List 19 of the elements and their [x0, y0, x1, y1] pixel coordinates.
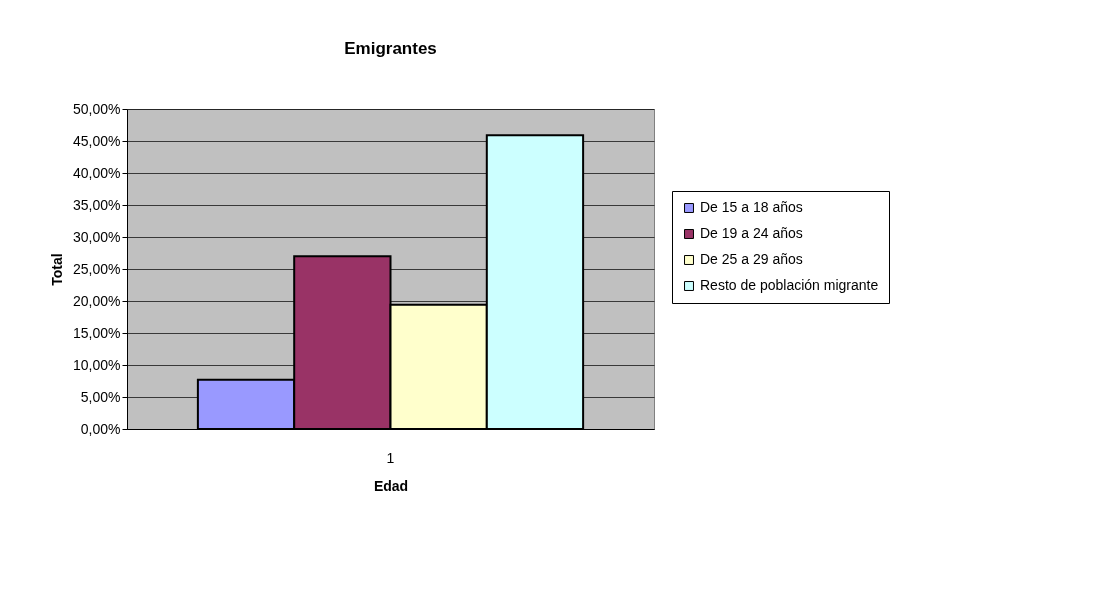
y-tick-label: 30,00%	[73, 228, 121, 245]
legend-label: De 19 a 24 años	[700, 225, 803, 241]
legend-label: Resto de población migrante	[700, 277, 879, 293]
y-tick-label: 40,00%	[73, 164, 121, 181]
y-tick-label: 50,00%	[73, 100, 121, 117]
y-tick-label: 45,00%	[73, 132, 121, 149]
legend-label: De 25 a 29 años	[700, 251, 803, 267]
x-tick-label: 1	[386, 449, 395, 466]
y-tick-label: 10,00%	[73, 356, 121, 373]
y-tick-label: 15,00%	[73, 324, 121, 341]
y-tick-label: 0,00%	[80, 420, 121, 437]
y-tick-label: 35,00%	[73, 196, 121, 213]
x-axis-title: Edad	[373, 477, 409, 494]
chart-title: Emigrantes	[344, 39, 437, 58]
y-axis-title: Total	[49, 253, 66, 286]
y-tick-label: 25,00%	[73, 260, 121, 277]
y-tick-label: 5,00%	[80, 388, 121, 405]
y-tick-label: 20,00%	[73, 292, 121, 309]
legend-label: De 15 a 18 años	[700, 199, 803, 215]
